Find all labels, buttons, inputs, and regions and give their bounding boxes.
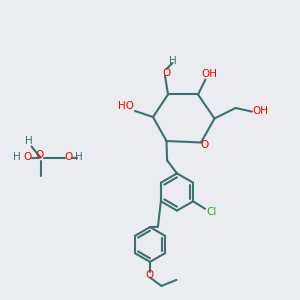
Text: O: O xyxy=(162,68,171,78)
Text: OH: OH xyxy=(252,106,268,116)
Text: H: H xyxy=(25,136,32,146)
Text: O: O xyxy=(24,152,32,163)
Text: OH: OH xyxy=(201,69,218,79)
Text: Cl: Cl xyxy=(206,207,217,217)
Text: O: O xyxy=(146,269,154,280)
Text: O: O xyxy=(200,140,208,150)
Text: H: H xyxy=(169,56,176,66)
Text: O: O xyxy=(35,149,43,160)
Text: H: H xyxy=(75,152,83,163)
Text: HO: HO xyxy=(118,100,134,111)
Text: H: H xyxy=(13,152,20,163)
Text: O: O xyxy=(64,152,72,163)
